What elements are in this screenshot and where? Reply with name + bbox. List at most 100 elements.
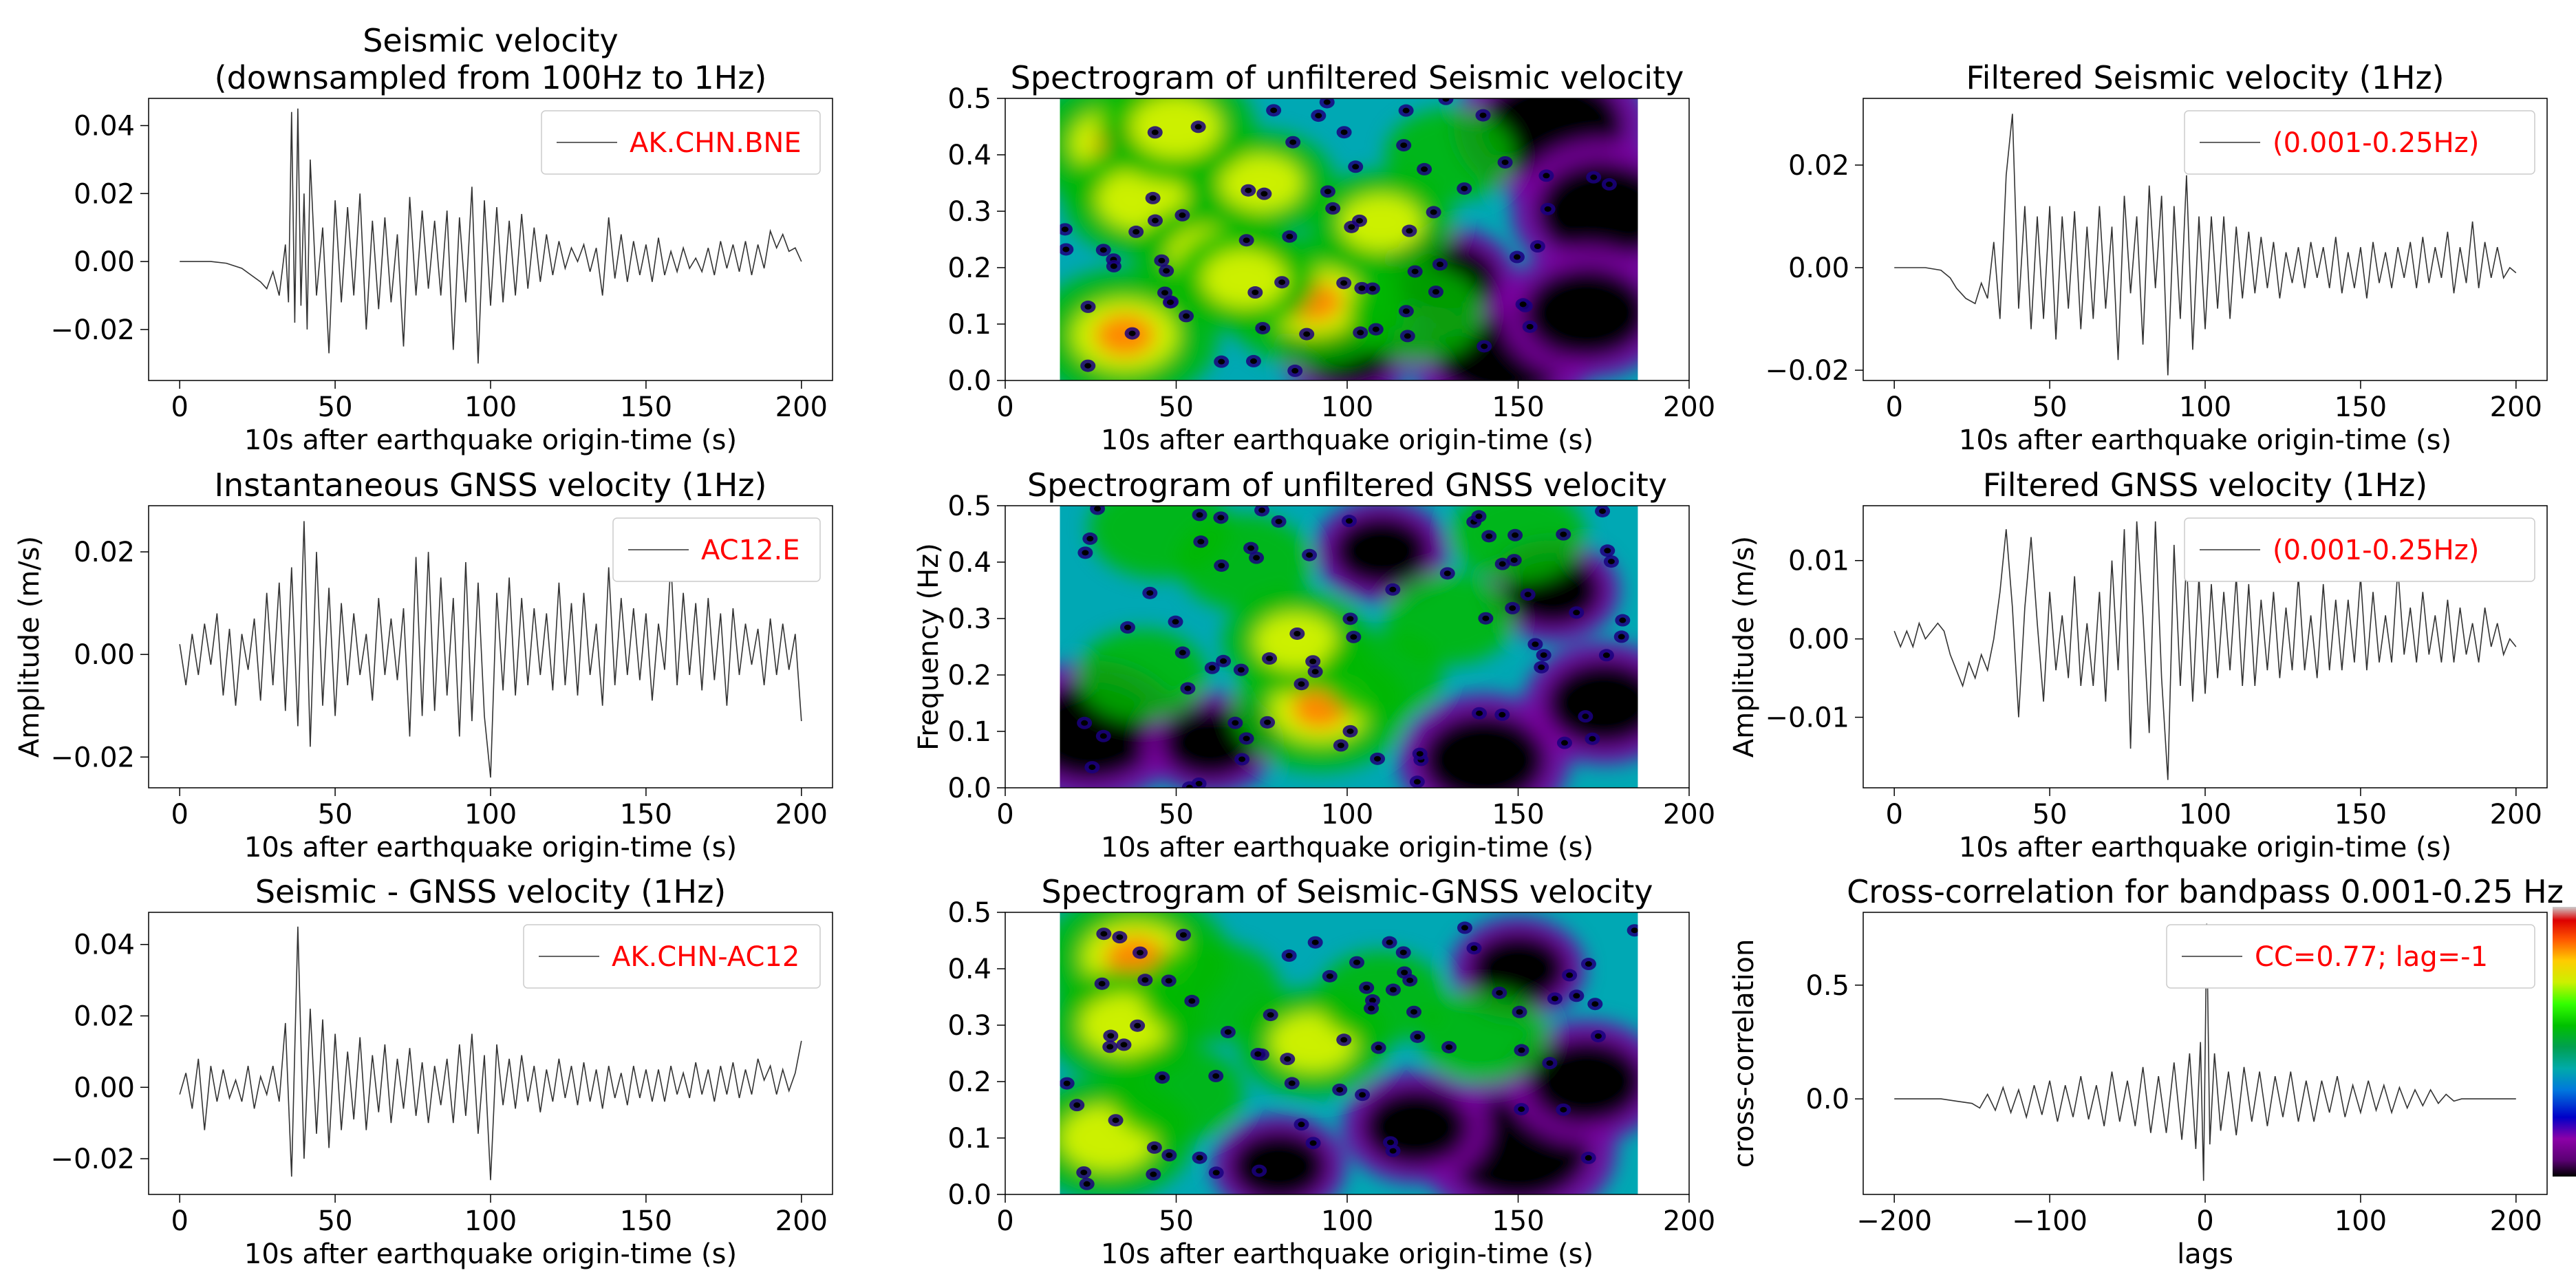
x-tick-label: 50	[318, 799, 353, 830]
y-tick-label: −0.02	[50, 314, 135, 346]
x-tick-label: 150	[620, 391, 672, 423]
y-axis-label: cross-correlation	[1728, 939, 1760, 1168]
x-tick-label: 0	[996, 799, 1013, 830]
legend-label: AC12.E	[701, 535, 799, 566]
y-tick-label: 0.04	[74, 930, 135, 961]
chart-title: Instantaneous GNSS velocity (1Hz)	[214, 466, 766, 504]
spectrogram-peak-3	[1177, 514, 1312, 610]
y-tick-label: 0.01	[1788, 546, 1849, 577]
x-tick-label: 0	[996, 1205, 1013, 1237]
x-axis-label: 10s after earthquake origin-time (s)	[1101, 832, 1593, 863]
x-axis-label: 10s after earthquake origin-time (s)	[1101, 1238, 1593, 1270]
legend-label: (0.001-0.25Hz)	[2273, 535, 2479, 566]
y-tick-label: 0.0	[947, 773, 991, 804]
panel-spec-seis: 0 50 100 150 200 0.0 0.1 0.2 0.3 0.4 0.5 10s after …	[947, 59, 1715, 456]
x-tick-label: 50	[1159, 1205, 1194, 1237]
x-axis-label: 10s after earthquake origin-time (s)	[1101, 425, 1593, 456]
x-axis-label: 10s after earthquake origin-time (s)	[244, 832, 737, 863]
y-tick-label: 0.04	[74, 111, 135, 142]
x-tick-label: 200	[775, 391, 828, 423]
chart-title: Spectrogram of unfiltered Seismic veloci…	[1011, 59, 1684, 96]
spectrogram-peak-10	[1348, 264, 1483, 361]
y-tick-label: 0.0	[947, 1179, 991, 1211]
y-axis-label: Amplitude (m/s)	[14, 536, 45, 758]
spectrogram-peak-7	[1320, 631, 1443, 719]
spectrogram-peak-7	[1419, 990, 1549, 1083]
legend-label: CC=0.77; lag=-1	[2255, 941, 2488, 973]
spectrogram-null-4	[1230, 1130, 1328, 1194]
y-tick-label: 0.02	[74, 537, 135, 568]
legend-label: (0.001-0.25Hz)	[2273, 127, 2479, 159]
colorbar	[2553, 907, 2576, 1177]
y-axis-label: Amplitude (m/s)	[1728, 536, 1760, 758]
panel-xcorr: CC=0.77; lag=-1 −200 −100 0 100 200 0.0 0.5 lags…	[1728, 873, 2564, 1270]
y-tick-label: −0.01	[1765, 702, 1849, 734]
x-tick-label: 0	[996, 391, 1013, 423]
spectrogram-spec-diff	[1060, 912, 1638, 1194]
legend-label: AK.CHN-AC12	[612, 941, 799, 973]
chart-title: Spectrogram of unfiltered GNSS velocity	[1027, 466, 1667, 504]
y-tick-label: 0.00	[1788, 624, 1849, 656]
x-axis-label: 10s after earthquake origin-time (s)	[1959, 832, 2451, 863]
x-tick-label: 200	[2490, 391, 2542, 423]
x-tick-label: 50	[2032, 799, 2068, 830]
spectrogram-peak-4	[1140, 941, 1281, 1042]
legend-box	[523, 924, 821, 989]
chart-title: Filtered Seismic velocity (1Hz)	[1966, 59, 2444, 96]
x-tick-label: 50	[1159, 391, 1194, 423]
panel-gnss-raw: AC12.E 0 50 100 150 200 −0.02 0.00 0.02 10s after…	[14, 466, 833, 863]
x-tick-label: 0	[1885, 391, 1902, 423]
x-tick-label: 50	[2032, 391, 2068, 423]
x-tick-label: 0	[171, 799, 188, 830]
x-tick-label: 150	[620, 799, 672, 830]
x-tick-label: −200	[1856, 1205, 1932, 1237]
chart-title: Filtered GNSS velocity (1Hz)	[1983, 466, 2427, 504]
legend-box	[2166, 924, 2535, 989]
spectrogram-peak-4	[1450, 506, 1586, 582]
y-axis-label: Frequency (Hz)	[913, 543, 945, 751]
y-tick-label: −0.02	[50, 742, 135, 773]
x-tick-label: 100	[464, 1205, 517, 1237]
y-tick-label: 0.3	[947, 1010, 991, 1042]
x-tick-label: 150	[1492, 799, 1544, 830]
y-tick-label: 0.4	[947, 954, 991, 985]
series-line-xcorr	[1894, 923, 2516, 1181]
y-tick-label: 0.3	[947, 603, 991, 635]
panel-gnss-filt: (0.001-0.25Hz) 0 50 100 150 200 −0.01 0.00 0.01 1…	[1728, 466, 2548, 863]
y-tick-label: 0.4	[947, 140, 991, 171]
spectrogram-spec-seis	[1060, 98, 1638, 380]
x-axis-label: lags	[2177, 1238, 2233, 1270]
y-tick-label: 0.02	[1788, 150, 1849, 182]
legend-box	[541, 110, 821, 175]
x-tick-label: 50	[1159, 799, 1194, 830]
spectrogram-peak-7	[1385, 109, 1514, 201]
spectrogram-null-5	[1332, 515, 1430, 588]
y-tick-label: 0.4	[947, 547, 991, 579]
panel-diff: AK.CHN-AC12 0 50 100 150 200 −0.02 0.00 0.02 0.04…	[50, 873, 833, 1270]
y-tick-label: 0.0	[1805, 1084, 1849, 1115]
spectrogram-null-3	[1523, 266, 1638, 359]
y-tick-label: 0.1	[947, 716, 991, 748]
spectrogram-peak-6	[1077, 629, 1207, 721]
y-tick-label: 0.00	[1788, 253, 1849, 284]
chart-title: Cross-correlation for bandpass 0.001-0.2…	[1847, 873, 2564, 910]
spectrogram-peak-6	[1108, 1044, 1244, 1141]
spectrogram-null-1	[1536, 161, 1638, 261]
x-tick-label: 50	[318, 391, 353, 423]
panel-seis-raw: AK.CHN.BNE 0 50 100 150 200 −0.02 0.00 0.02 0.04 1…	[50, 22, 833, 456]
y-tick-label: 0.3	[947, 196, 991, 228]
x-tick-label: 150	[2334, 391, 2387, 423]
y-tick-label: 0.02	[74, 1001, 135, 1033]
panel-spec-gnss: 0 50 100 150 200 0.0 0.1 0.2 0.3 0.4 0.5 10s after …	[913, 466, 1715, 863]
y-tick-label: −0.02	[50, 1144, 135, 1175]
x-tick-label: 200	[1663, 1205, 1715, 1237]
panel-seis-filt: (0.001-0.25Hz) 0 50 100 150 200 −0.02 0.00 0.02 1…	[1765, 59, 2548, 456]
series-line-seis-filt	[1894, 114, 2517, 376]
y-tick-label: 0.2	[947, 253, 991, 284]
x-tick-label: 50	[318, 1205, 353, 1237]
series-line-seis-raw	[180, 108, 802, 364]
chart-title: (downsampled from 100Hz to 1Hz)	[215, 59, 767, 96]
y-tick-label: 0.00	[74, 1072, 135, 1104]
x-tick-label: 200	[2490, 799, 2542, 830]
